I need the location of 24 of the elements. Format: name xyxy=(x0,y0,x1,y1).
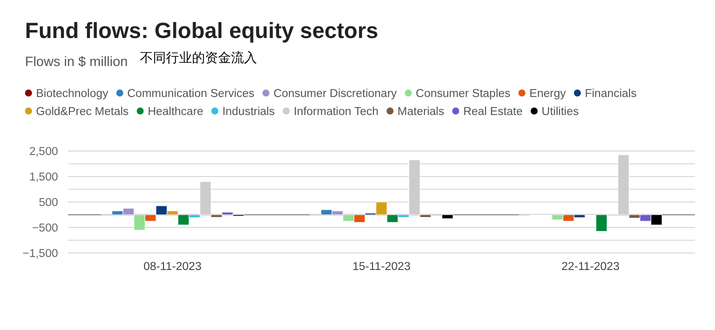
legend-label: Energy xyxy=(529,88,566,100)
legend-label: Healthcare xyxy=(148,106,204,118)
legend-label: Industrials xyxy=(222,106,275,118)
chart-subtitle: Flows in $ million xyxy=(25,54,128,69)
y-tick-label: 1,500 xyxy=(29,172,58,184)
y-tick-label: 500 xyxy=(38,197,58,209)
x-tick-label: 08-11-2023 xyxy=(144,261,202,273)
legend-label: Communication Services xyxy=(127,88,255,100)
legend-label: Gold&Prec Metals xyxy=(36,106,129,118)
text: 不同行业的资金流入 xyxy=(140,50,257,66)
y-tick-label: −500 xyxy=(32,222,58,234)
legend-label: Information Tech xyxy=(294,106,379,118)
x-tick-label: 15-11-2023 xyxy=(352,261,410,273)
legend-label: Biotechnology xyxy=(36,88,108,100)
legend-label: Consumer Discretionary xyxy=(273,88,398,100)
y-tick-label: −1,500 xyxy=(22,248,58,260)
chart-title: Fund flows: Global equity sectors xyxy=(25,18,378,43)
legend-label: Consumer Staples xyxy=(416,88,511,100)
legend-label: Real Estate xyxy=(463,106,523,118)
x-tick-label: 22-11-2023 xyxy=(562,261,620,273)
y-tick-label: 2,500 xyxy=(29,146,58,158)
legend-label: Financials xyxy=(584,88,637,100)
legend-label: Utilities xyxy=(542,106,579,118)
legend-label: Materials xyxy=(398,106,444,118)
